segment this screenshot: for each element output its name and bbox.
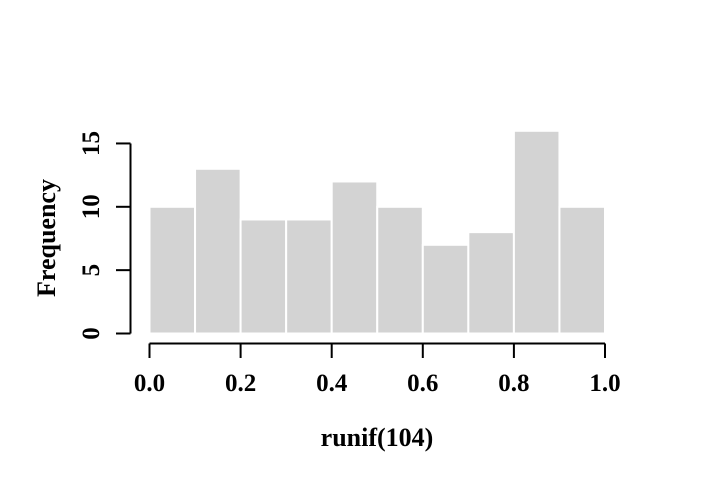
y-tick-label: 5	[78, 264, 105, 277]
x-axis-title: runif(104)	[320, 423, 434, 452]
histogram-bar	[285, 218, 333, 335]
histogram-bar	[467, 231, 515, 335]
histogram-bar	[376, 205, 424, 335]
x-tick-label: 0.2	[225, 370, 256, 397]
histogram-bar	[194, 167, 242, 335]
y-axis-title: Frequency	[32, 179, 61, 297]
x-tick-label: 0.4	[316, 370, 348, 397]
histogram-bar	[558, 205, 607, 335]
histogram-bar	[421, 243, 470, 335]
x-tick-label: 0.6	[407, 370, 438, 397]
histogram-bar	[148, 205, 197, 335]
x-tick-label: 0.0	[134, 370, 165, 397]
y-tick-label: 15	[78, 131, 105, 156]
x-tick-label: 1.0	[589, 370, 620, 397]
histogram-bar	[330, 180, 379, 335]
y-tick-label: 0	[78, 327, 105, 340]
y-tick-label: 10	[78, 194, 105, 219]
histogram-bar	[239, 218, 288, 335]
x-tick-label: 0.8	[498, 370, 529, 397]
histogram-bar	[512, 129, 561, 335]
